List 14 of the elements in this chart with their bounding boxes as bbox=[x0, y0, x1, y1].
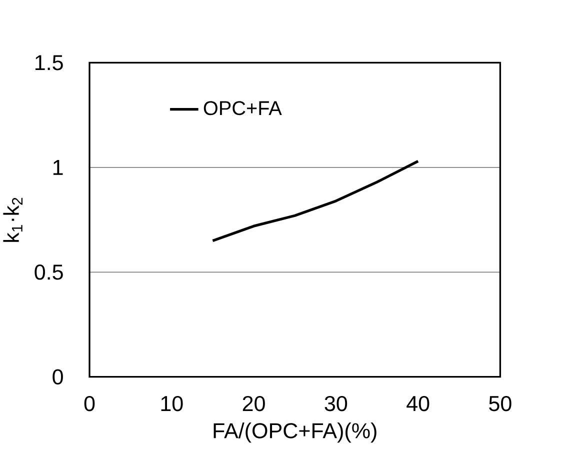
x-tick-label: 50 bbox=[489, 396, 512, 412]
legend-label: OPC+FA bbox=[204, 100, 282, 116]
x-tick-label: 0 bbox=[84, 396, 95, 412]
y-tick-label: 1 bbox=[53, 160, 63, 175]
x-tick-label: 40 bbox=[406, 396, 430, 412]
y-axis-title: k$_{1}$·k$_{2}$ bbox=[3, 198, 22, 242]
line-series bbox=[211, 160, 420, 242]
x-tick-label: 20 bbox=[242, 396, 265, 412]
x-tick-label: 30 bbox=[324, 396, 348, 412]
x-tick-label: 10 bbox=[161, 396, 183, 412]
y-tick-label: 0.5 bbox=[34, 264, 63, 280]
y-tick-label: 1.5 bbox=[36, 55, 63, 70]
x-axis-title: FA/(OPC+FA)(%) bbox=[214, 422, 376, 442]
y-tick-label: 0 bbox=[52, 369, 63, 384]
